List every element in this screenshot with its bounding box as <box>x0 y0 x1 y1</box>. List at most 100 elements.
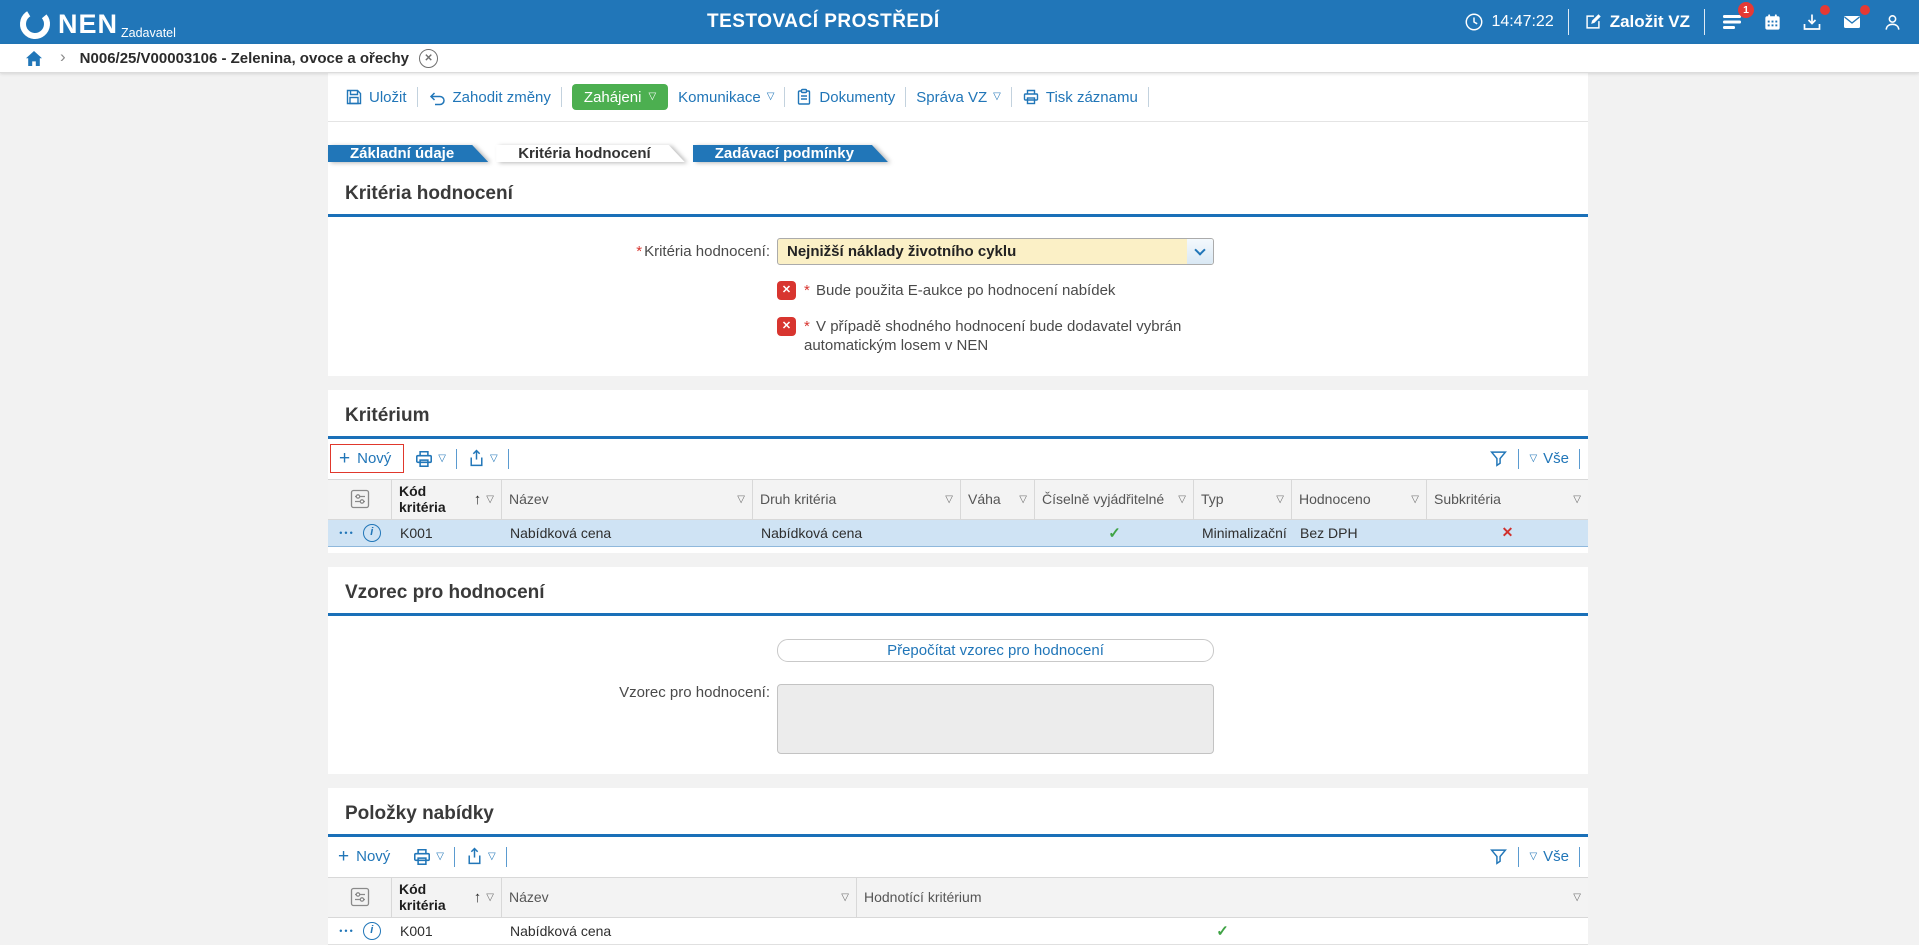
chevron-down-icon: ▽ <box>1529 850 1538 862</box>
nen-logo[interactable]: NEN Zadavatel <box>18 3 176 41</box>
clock-icon <box>1465 13 1483 31</box>
eauction-checkbox[interactable]: ✕ <box>777 281 796 300</box>
filter-icon[interactable]: ▽ <box>486 493 494 505</box>
view-all-dropdown[interactable]: ▽ Vše <box>1529 848 1569 865</box>
required-mark: * <box>804 317 810 335</box>
discard-changes-button[interactable]: Zahodit změny <box>428 88 551 107</box>
new-item-button[interactable]: + Nový <box>330 843 402 870</box>
criteria-select[interactable]: Nejnižší náklady životního cyklu <box>777 238 1214 265</box>
column-header-druh[interactable]: Druh kritéria ▽ <box>753 479 961 519</box>
tie-draw-checkbox[interactable]: ✕ <box>777 316 796 336</box>
section-rule <box>328 214 1588 217</box>
filter-icon[interactable]: ▽ <box>1178 493 1186 505</box>
print-grid-button[interactable]: ▽ <box>412 847 444 867</box>
filter-icon[interactable]: ▽ <box>1276 493 1284 505</box>
required-mark: * <box>804 282 810 299</box>
clock: 14:47:22 <box>1464 12 1554 32</box>
breadcrumb-chevron-icon: › <box>60 47 66 66</box>
criterium-grid-toolbar: + Nový ▽ ▽ <box>328 439 1588 479</box>
chevron-down-icon: ▽ <box>436 850 444 862</box>
user-button[interactable] <box>1879 9 1905 35</box>
column-header-kod[interactable]: Kód kritéria ↑ ▽ <box>392 479 502 519</box>
close-icon: ✕ <box>424 52 433 64</box>
inbox-download-icon <box>1803 14 1821 30</box>
column-header-hodnotici[interactable]: Hodnotící kritérium ▽ <box>864 889 1581 905</box>
filter-icon[interactable]: ▽ <box>841 891 849 903</box>
section-heading-criterium: Kritérium <box>345 404 430 426</box>
recalculate-formula-button[interactable]: Přepočítat vzorec pro hodnocení <box>777 638 1214 662</box>
inbox-button[interactable] <box>1799 5 1830 35</box>
criterium-table-row[interactable]: ••• i K001 Nabídková cena Nabídková cena… <box>328 519 1588 547</box>
criteria-select-value: Nejnižší náklady životního cyklu <box>787 243 1017 260</box>
funnel-icon <box>1490 451 1508 467</box>
tab-kriteria-hodnoceni[interactable]: Kritéria hodnocení <box>496 145 685 162</box>
filter-icon[interactable]: ▽ <box>1573 493 1581 505</box>
undo-icon <box>429 91 445 105</box>
export-grid-button[interactable]: ▽ <box>465 847 496 866</box>
row-menu-icon[interactable]: ••• <box>339 527 355 538</box>
documents-button[interactable]: Dokumenty <box>795 88 895 106</box>
column-header-subkriteria[interactable]: Subkritéria ▽ <box>1434 491 1581 507</box>
section-heading-formula: Vzorec pro hodnocení <box>345 581 545 603</box>
home-button[interactable] <box>24 48 44 68</box>
calendar-button[interactable] <box>1759 9 1785 35</box>
column-header-typ[interactable]: Typ ▽ <box>1194 479 1292 519</box>
view-all-dropdown[interactable]: ▽ Vše <box>1529 450 1569 467</box>
state-dropdown-button[interactable]: Zahájeni ▽ <box>571 84 669 110</box>
tab-zadavaci-podminky[interactable]: Zadávací podmínky <box>693 145 888 162</box>
manage-vz-dropdown-button[interactable]: Správa VZ ▽ <box>916 88 1001 106</box>
main-menu-button[interactable]: 1 <box>1719 2 1754 35</box>
section-heading-criteria: Kritéria hodnocení <box>345 183 513 204</box>
edit-icon <box>1586 14 1601 29</box>
menu-badge: 1 <box>1738 2 1754 18</box>
filter-icon[interactable]: ▽ <box>1411 493 1419 505</box>
print-record-button[interactable]: Tisk záznamu <box>1022 88 1138 106</box>
breadcrumb-close-button[interactable]: ✕ <box>419 48 439 68</box>
mail-icon <box>1844 16 1860 28</box>
section-rule <box>328 435 1588 439</box>
eauction-label: * Bude použita E-aukce po hodnocení nabí… <box>804 282 1116 299</box>
column-header-hodnoceno[interactable]: Hodnoceno ▽ <box>1292 479 1427 519</box>
formula-textarea[interactable] <box>777 683 1214 754</box>
chevron-down-icon: ▽ <box>488 850 496 862</box>
sort-asc-icon[interactable]: ↑ <box>473 888 482 906</box>
row-menu-icon[interactable]: ••• <box>339 925 355 936</box>
chevron-down-icon <box>1194 243 1206 256</box>
sort-asc-icon[interactable]: ↑ <box>473 490 482 508</box>
save-button[interactable]: Uložit <box>345 88 407 106</box>
column-settings-icon <box>350 489 369 509</box>
cross-icon: ✕ <box>781 319 792 332</box>
create-vz-button[interactable]: Založit VZ <box>1583 12 1690 32</box>
criteria-select-open-button[interactable] <box>1187 239 1213 264</box>
printer-icon <box>414 848 431 865</box>
messages-button[interactable] <box>1839 5 1870 35</box>
column-header-kod[interactable]: Kód kritéria ↑ ▽ <box>392 877 502 917</box>
column-chooser[interactable] <box>328 877 392 917</box>
column-header-nazev[interactable]: Název ▽ <box>502 479 753 519</box>
filter-button[interactable] <box>1489 847 1508 866</box>
cross-icon: ✕ <box>781 284 792 296</box>
filter-icon[interactable]: ▽ <box>737 493 745 505</box>
home-icon <box>26 51 42 66</box>
new-criterium-button[interactable]: + Nový <box>330 444 405 473</box>
info-icon[interactable]: i <box>362 523 381 542</box>
column-chooser[interactable] <box>328 479 392 519</box>
filter-icon[interactable]: ▽ <box>1573 891 1581 903</box>
communication-dropdown-button[interactable]: Komunikace ▽ <box>678 88 775 106</box>
export-grid-button[interactable]: ▽ <box>467 449 498 468</box>
check-icon: ✓ <box>1216 922 1229 940</box>
items-table-row[interactable]: ••• i K001 Nabídková cena ✓ <box>328 918 1588 945</box>
filter-icon[interactable]: ▽ <box>945 493 953 505</box>
breadcrumb-current[interactable]: N006/25/V00003106 - Zelenina, ovoce a oř… <box>79 49 410 67</box>
items-table-header: Kód kritéria ↑ ▽ Název ▽ Hodnotící krité… <box>328 876 1588 918</box>
column-header-vaha[interactable]: Váha ▽ <box>961 479 1035 519</box>
filter-button[interactable] <box>1489 449 1508 468</box>
tab-zakladni-udaje[interactable]: Základní údaje <box>328 145 488 162</box>
print-grid-button[interactable]: ▽ <box>414 449 446 469</box>
column-header-ciselne[interactable]: Číselně vyjádřitelné ▽ <box>1035 479 1194 519</box>
info-icon[interactable]: i <box>362 921 381 940</box>
column-header-nazev[interactable]: Název ▽ <box>502 877 857 917</box>
filter-icon[interactable]: ▽ <box>486 891 494 903</box>
filter-icon[interactable]: ▽ <box>1019 493 1027 505</box>
cell-hodnoceno: Bez DPH <box>1300 524 1358 541</box>
